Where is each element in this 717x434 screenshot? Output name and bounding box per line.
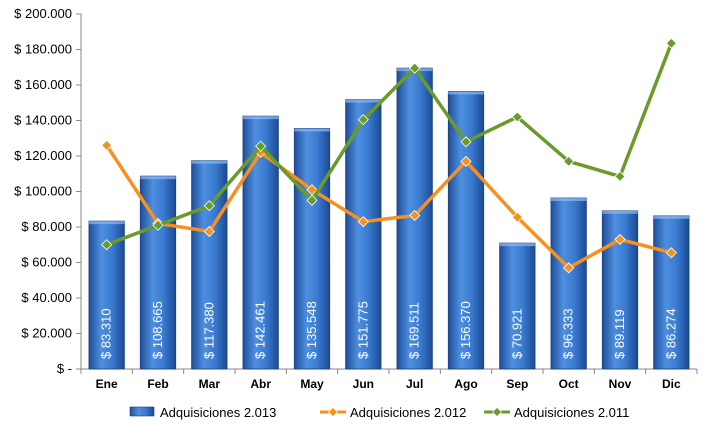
y-tick-label: $ - bbox=[57, 361, 72, 376]
data-point-marker bbox=[460, 155, 472, 167]
data-point-marker bbox=[563, 262, 575, 274]
y-tick-label: $ 200.000 bbox=[14, 6, 72, 21]
line-series bbox=[101, 37, 677, 274]
bar-data-label: $ 70.921 bbox=[509, 308, 524, 359]
legend-marker bbox=[492, 407, 502, 417]
bar-top-highlight bbox=[191, 160, 228, 164]
x-tick-label: Abr bbox=[250, 377, 271, 391]
bar-top-highlight bbox=[499, 243, 536, 247]
data-point-marker bbox=[460, 136, 472, 148]
x-tick-label: Feb bbox=[147, 377, 168, 391]
series-line bbox=[106, 42, 673, 247]
y-tick-label: $ 100.000 bbox=[14, 184, 72, 199]
data-point-marker bbox=[665, 247, 677, 259]
legend-item: Adquisiciones 2.013 bbox=[129, 405, 276, 420]
x-tick-label: Ago bbox=[454, 377, 477, 391]
data-point-marker bbox=[614, 170, 626, 182]
data-point-marker bbox=[614, 233, 626, 245]
x-tick-label: May bbox=[300, 377, 324, 391]
bar bbox=[499, 242, 536, 370]
bar-data-label: $ 142.461 bbox=[253, 301, 268, 359]
bar-data-label: $ 108.665 bbox=[150, 301, 165, 359]
x-axis: Ene Feb Mar Abr May Jun Jul Ago Sep Oct Nov Dic bbox=[80, 368, 698, 391]
y-tick-label: $ 20.000 bbox=[21, 326, 72, 341]
bar-top-highlight bbox=[448, 91, 484, 95]
x-tick-label: Ene bbox=[96, 377, 118, 391]
series-line bbox=[105, 144, 672, 270]
data-point-marker bbox=[511, 111, 523, 123]
legend-marker bbox=[328, 407, 338, 417]
legend-item: Adquisiciones 2.011 bbox=[484, 405, 629, 420]
bar-data-label: $ 96.333 bbox=[561, 308, 576, 359]
bar-data-label: $ 156.370 bbox=[458, 301, 473, 359]
line-series-2 bbox=[101, 37, 677, 251]
x-tick-label: Mar bbox=[199, 377, 221, 391]
bar-data-label: $ 169.511 bbox=[407, 302, 422, 359]
y-tick-label: $ 40.000 bbox=[21, 290, 72, 305]
bar-top-highlight bbox=[242, 116, 279, 120]
bar-top-highlight bbox=[294, 128, 330, 132]
legend-item: Adquisiciones 2.012 bbox=[320, 405, 466, 420]
bar bbox=[293, 128, 331, 370]
x-tick-label: Nov bbox=[609, 377, 632, 391]
bar-data-label: $ 135.548 bbox=[304, 301, 319, 359]
x-tick-label: Oct bbox=[559, 377, 579, 391]
data-point-marker bbox=[255, 140, 267, 152]
bar-data-label: $ 117.380 bbox=[201, 302, 216, 359]
x-tick-label: Jul bbox=[406, 377, 423, 391]
y-tick-label: $ 140.000 bbox=[14, 113, 72, 128]
bar-top-highlight bbox=[345, 99, 382, 103]
y-axis: $ - $ 20.000 $ 40.000 $ 60.000 $ 80.000 $ 100… bbox=[14, 6, 82, 376]
bar bbox=[550, 197, 587, 370]
data-point-marker bbox=[101, 239, 113, 251]
data-point-marker bbox=[306, 194, 318, 206]
data-point-marker bbox=[563, 155, 575, 167]
bar bbox=[345, 99, 382, 370]
bar-data-label: $ 83.310 bbox=[99, 308, 114, 359]
bar bbox=[191, 160, 228, 370]
data-point-marker bbox=[409, 62, 421, 74]
bar-top-highlight bbox=[88, 221, 125, 225]
bar-series bbox=[88, 67, 690, 370]
data-point-marker bbox=[409, 209, 421, 222]
x-tick-label: Sep bbox=[506, 377, 528, 391]
legend: Adquisiciones 2.013 Adquisiciones 2.012 Ad… bbox=[129, 405, 629, 420]
data-point-marker bbox=[152, 219, 164, 231]
data-point-marker bbox=[203, 200, 215, 212]
y-tick-label: $ 60.000 bbox=[21, 255, 72, 270]
bar-data-label: $ 89.119 bbox=[612, 309, 627, 359]
data-point-marker bbox=[357, 114, 369, 126]
y-tick-label: $ 160.000 bbox=[14, 77, 72, 92]
data-point-marker bbox=[306, 184, 318, 196]
legend-label: Adquisiciones 2.013 bbox=[160, 405, 276, 420]
bar-top-highlight bbox=[653, 215, 690, 219]
legend-label: Adquisiciones 2.012 bbox=[350, 405, 466, 420]
x-tick-label: Dic bbox=[662, 377, 681, 391]
bar-top-highlight bbox=[140, 176, 176, 180]
data-point-marker bbox=[511, 211, 523, 223]
bar bbox=[653, 215, 690, 370]
data-point-marker bbox=[357, 216, 369, 228]
bar-data-label: $ 86.274 bbox=[663, 308, 678, 359]
legend-label: Adquisiciones 2.011 bbox=[514, 405, 629, 420]
data-point-marker bbox=[101, 139, 113, 151]
bar-data-label: $ 151.775 bbox=[355, 301, 370, 359]
y-tick-label: $ 180.000 bbox=[14, 42, 72, 57]
bar-data-labels: $ 83.310 $ 108.665 $ 117.380 $ 142.461 $ 135… bbox=[99, 301, 679, 359]
x-tick-label: Jun bbox=[353, 377, 374, 391]
legend-swatch bbox=[129, 406, 155, 417]
y-tick-label: $ 120.000 bbox=[14, 148, 72, 163]
data-point-marker bbox=[203, 225, 215, 238]
data-point-marker bbox=[665, 37, 677, 49]
line-series-1 bbox=[101, 139, 677, 274]
y-tick-label: $ 80.000 bbox=[21, 219, 72, 234]
bar-top-highlight bbox=[602, 210, 638, 214]
bar-top-highlight bbox=[550, 198, 587, 202]
